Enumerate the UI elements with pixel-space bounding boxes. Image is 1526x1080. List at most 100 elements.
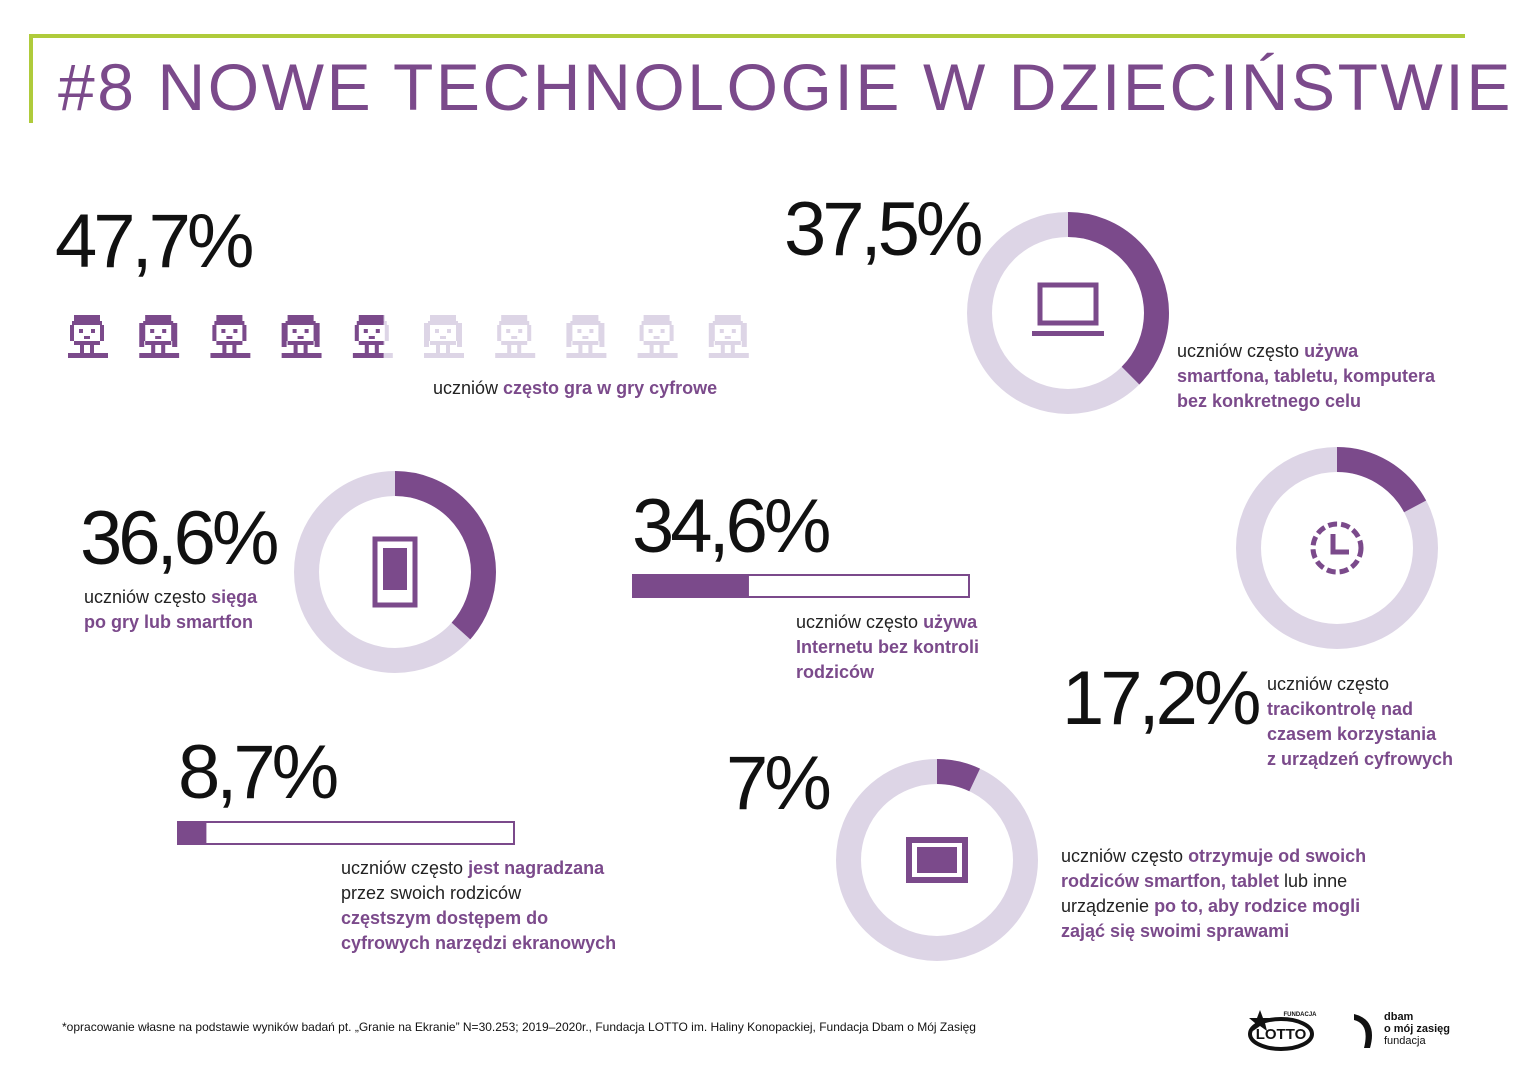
stat-label: uczniów często gra w gry cyfrowe	[433, 376, 717, 401]
label-highlight: cyfrowych narzędzi ekranowych	[341, 933, 617, 953]
donut-value-arc	[1236, 447, 1438, 649]
label-highlight: czasem korzystania	[1267, 724, 1437, 744]
donut-chart	[1236, 447, 1438, 649]
label-highlight: Internetu bez kontroli	[796, 637, 980, 657]
dbam-logo-line: dbam	[1384, 1011, 1414, 1023]
dbam-logo-mark	[1354, 1014, 1372, 1048]
stat-value: 7%	[726, 741, 832, 826]
stat-label: uczniów często jest nagradzana przez swoi…	[341, 856, 616, 956]
progress-bar	[632, 574, 970, 598]
label-text: uczniów często	[84, 587, 212, 607]
label-line: tracikontrolę nad	[1267, 697, 1453, 722]
label-line: po gry lub smartfon	[84, 610, 257, 635]
label-highlight: otrzymuje od swoich	[1188, 846, 1367, 866]
stat-value: 8,7%	[178, 730, 339, 815]
label-line: uczniów często jest nagradzana	[341, 856, 616, 881]
svg-text:FUNDACJA: FUNDACJA	[1284, 1012, 1318, 1018]
label-line: Internetu bez kontroli	[796, 635, 979, 660]
label-text: uczniów często	[341, 858, 469, 878]
child-face-icon	[424, 315, 464, 358]
footnote: *opracowanie własne na podstawie wyników…	[62, 1020, 976, 1034]
donut-chart	[967, 212, 1169, 414]
frame-top-line	[29, 34, 1465, 38]
label-line: rodziców	[796, 660, 979, 685]
laptop-icon	[1032, 282, 1104, 336]
child-face-icon	[566, 315, 607, 358]
stat-label: uczniów często używa Internetu bez kontro…	[796, 610, 979, 685]
label-highlight: sięga	[211, 587, 258, 607]
stat-value: 47,7%	[55, 199, 254, 284]
tablet-icon	[906, 837, 968, 883]
label-text: uczniów często	[796, 612, 924, 632]
label-highlight: używa	[923, 612, 978, 632]
label-line: bez konkretnego celu	[1177, 389, 1435, 414]
stat-label: uczniów często tracikontrolę nad czasem ko…	[1267, 672, 1453, 772]
label-highlight: często gra w gry cyfrowe	[503, 378, 718, 398]
label-line: uczniów często sięga	[84, 585, 257, 610]
stat-value: 36,6%	[80, 496, 279, 581]
stat-label: uczniów często sięga po gry lub smartfon	[84, 585, 257, 635]
label-line: uczniów często otrzymuje od swoich	[1061, 844, 1366, 869]
child-face-icon	[708, 315, 749, 358]
donut-value-arc	[836, 759, 1038, 961]
stat-value: 17,2%	[1062, 656, 1261, 741]
label-highlight: rodziców smartfon, tablet	[1061, 871, 1280, 891]
label-text: lub inne	[1279, 871, 1348, 891]
page-title: #8 NOWE TECHNOLOGIE W DZIECIŃSTWIE	[58, 50, 1513, 124]
pictogram	[68, 315, 749, 358]
child-face-icon	[139, 315, 180, 358]
dbam-logo-text: dbam o mój zasięg fundacja	[1384, 1011, 1450, 1047]
progress-bar	[177, 821, 515, 845]
stat-label: uczniów często używa smartfona, tabletu, …	[1177, 339, 1435, 414]
label-text: przez swoich rodziców	[341, 883, 522, 903]
label-highlight: bez konkretnego celu	[1177, 391, 1362, 411]
label-line: cyfrowych narzędzi ekranowych	[341, 931, 616, 956]
bar-track	[177, 821, 515, 845]
clock-icon	[1310, 521, 1364, 575]
child-face-icon	[637, 315, 678, 358]
stat-label: uczniów często otrzymuje od swoich rodzic…	[1061, 844, 1366, 944]
label-line: czasem korzystania	[1267, 722, 1453, 747]
donut-chart	[836, 759, 1038, 961]
donut-chart	[294, 471, 496, 673]
label-highlight: z urządzeń cyfrowych	[1267, 749, 1454, 769]
label-line: uczniów często	[1267, 672, 1453, 697]
label-line: uczniów często używa	[796, 610, 979, 635]
frame-left-line	[29, 34, 33, 123]
bar-fill	[177, 821, 207, 845]
child-face-icon	[281, 315, 322, 358]
stat-value: 37,5%	[784, 187, 983, 272]
label-highlight: po gry lub smartfon	[84, 612, 254, 632]
label-highlight: smartfona, tabletu, komputera	[1177, 366, 1436, 386]
child-face-icon	[210, 315, 251, 358]
label-text: urządzenie	[1061, 896, 1155, 916]
label-line: zająć się swoimi sprawami	[1061, 919, 1366, 944]
label-line: przez swoich rodziców	[341, 881, 616, 906]
donut-value-arc	[967, 212, 1169, 414]
label-text: uczniów często	[1267, 674, 1390, 694]
label-highlight: jest nagradzana	[468, 858, 605, 878]
label-text: uczniów często	[1061, 846, 1189, 866]
lotto-logo: LOTTO FUNDACJA	[1248, 1010, 1318, 1051]
dbam-logo-line: o mój zasięg	[1384, 1023, 1451, 1035]
label-highlight: używa	[1304, 341, 1359, 361]
label-line: smartfona, tabletu, komputera	[1177, 364, 1435, 389]
label-highlight: częstszym dostępem do	[341, 908, 549, 928]
child-face-icon	[352, 315, 393, 358]
child-face-icon	[68, 315, 108, 358]
bar-fill	[632, 574, 749, 598]
stat-value: 34,6%	[632, 484, 831, 569]
label-line: uczniów często gra w gry cyfrowe	[433, 376, 717, 401]
label-line: z urządzeń cyfrowych	[1267, 747, 1453, 772]
label-highlight: zająć się swoimi sprawami	[1061, 921, 1290, 941]
donut-value-arc	[294, 471, 496, 673]
label-line: uczniów często używa	[1177, 339, 1435, 364]
label-highlight: po to, aby rodzice mogli	[1154, 896, 1361, 916]
dbam-logo-line: fundacja	[1384, 1035, 1426, 1047]
label-line: urządzenie po to, aby rodzice mogli	[1061, 894, 1366, 919]
child-face-icon	[495, 315, 536, 358]
label-line: częstszym dostępem do	[341, 906, 616, 931]
label-highlight: rodziców	[796, 662, 875, 682]
svg-text:LOTTO: LOTTO	[1256, 1026, 1307, 1043]
label-line: rodziców smartfon, tablet lub inne	[1061, 869, 1366, 894]
